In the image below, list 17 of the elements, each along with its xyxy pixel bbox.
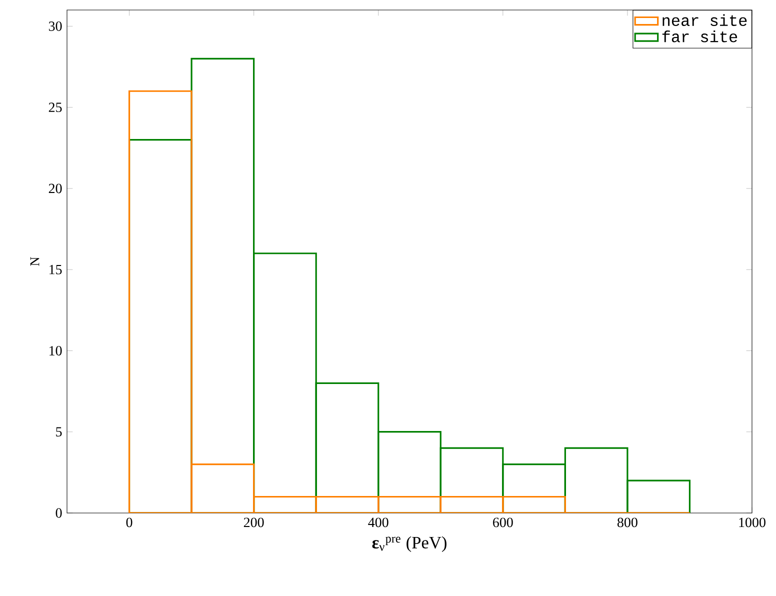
legend-label: near site [662,14,747,26]
x-axis-title: ε$_{ν}$$^{pre}$ (PeV) [372,536,446,552]
y-tick-label: 5 [56,427,62,437]
x-tick-label: 800 [617,518,638,528]
y-tick-label: 20 [48,184,62,194]
y-tick-label: 25 [48,102,62,112]
x-tick-label: 1000 [739,518,766,528]
x-tick-label: 600 [493,518,513,528]
x-tick-label: 0 [126,518,132,528]
y-tick-label: 30 [48,22,62,31]
legend-label: far site [662,30,738,42]
y-axis-title: N [30,256,40,266]
x-tick-label: 200 [244,518,264,528]
y-tick-label: 0 [56,508,62,518]
x-tick-label: 400 [368,518,388,528]
y-tick-label: 15 [50,264,62,274]
y-tick-label: 10 [50,346,62,356]
